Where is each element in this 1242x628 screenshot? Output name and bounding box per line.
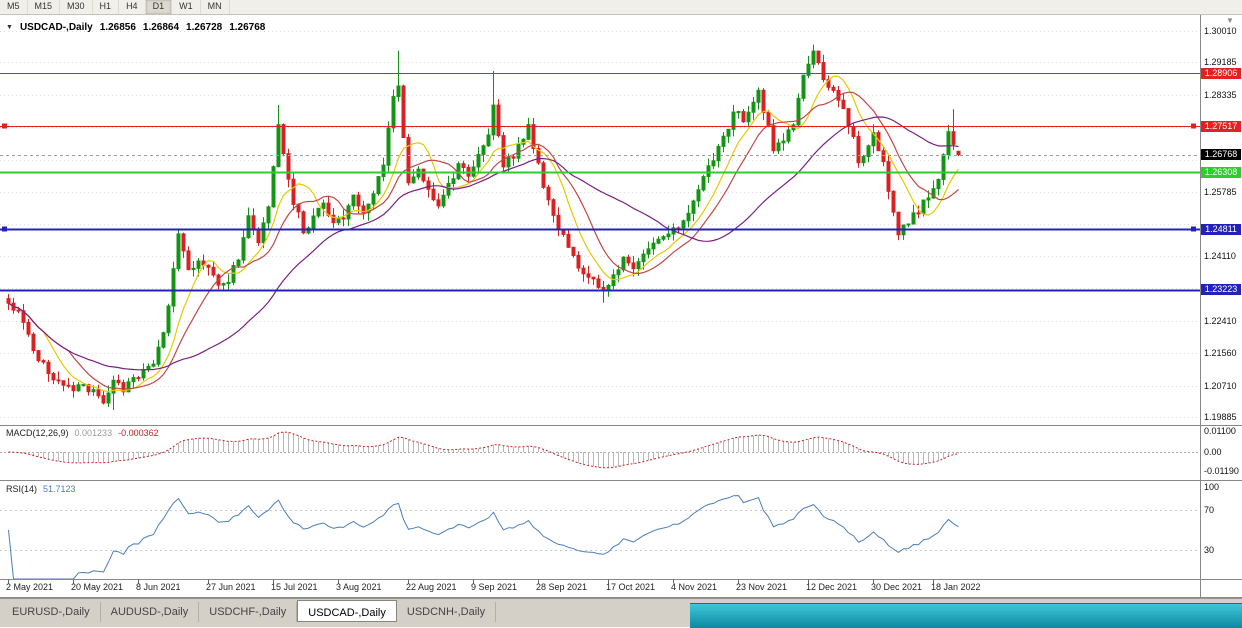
tab-eurusd-daily[interactable]: EURUSD-,Daily: [2, 602, 101, 622]
hline-1.24811[interactable]: [0, 226, 1200, 232]
macd-value-signal: -0.000362: [118, 428, 159, 438]
timeframe-button-m30[interactable]: M30: [60, 0, 93, 14]
ohlc-high: 1.26864: [142, 22, 180, 33]
chart-tab-bar: EURUSD-,Daily AUDUSD-,Daily USDCHF-,Dail…: [0, 598, 1242, 628]
macd-name: MACD(12,26,9): [6, 428, 69, 438]
macd-value-main: 0.001233: [74, 428, 113, 438]
tab-usdcad-daily[interactable]: USDCAD-,Daily: [297, 600, 397, 622]
timeframe-button-h1[interactable]: H1: [93, 0, 120, 14]
rsi-value: 51.7123: [43, 484, 76, 494]
macd-line: [8, 431, 959, 469]
rsi-label: RSI(14) 51.7123: [6, 484, 76, 494]
ohlc-open: 1.26856: [99, 22, 136, 33]
ohlc-close: 1.26768: [229, 22, 266, 33]
timeframe-button-d1[interactable]: D1: [145, 0, 173, 14]
rsi-line: [8, 495, 959, 580]
timeframe-button-w1[interactable]: W1: [172, 0, 201, 14]
scale-arrow-icon[interactable]: ▼: [1226, 16, 1234, 25]
ma-line-8: [8, 75, 959, 393]
macd-label: MACD(12,26,9) 0.001233 -0.000362: [6, 428, 159, 438]
chart-title: ▼ USDCAD-,Daily 1.26856 1.26864 1.26728 …: [6, 22, 265, 33]
timeframe-button-m15[interactable]: M15: [28, 0, 61, 14]
candles: [6, 44, 961, 410]
tab-usdchf-daily[interactable]: USDCHF-,Daily: [199, 602, 298, 622]
ma-line-34: [8, 116, 959, 371]
taskbar-strip: [690, 603, 1242, 628]
timeframe-button-h4[interactable]: H4: [119, 0, 146, 14]
chart-symbol: USDCAD-,Daily: [19, 22, 93, 33]
ma-line-13: [8, 91, 959, 390]
macd-histogram: [13, 432, 959, 468]
tab-usdcnh-daily[interactable]: USDCNH-,Daily: [397, 602, 497, 622]
tab-audusd-daily[interactable]: AUDUSD-,Daily: [101, 602, 200, 622]
timeframe-button-mn[interactable]: MN: [201, 0, 230, 14]
date-ticks: [8, 579, 934, 584]
timeframe-toolbar: M5 M15 M30 H1 H4 D1 W1 MN: [0, 0, 1242, 15]
rsi-name: RSI(14): [6, 484, 38, 494]
timeframe-button-m5[interactable]: M5: [0, 0, 28, 14]
hline-1.27517[interactable]: [0, 123, 1200, 129]
ohlc-low: 1.26728: [186, 22, 223, 33]
chart-tabs: EURUSD-,Daily AUDUSD-,Daily USDCHF-,Dail…: [2, 600, 497, 622]
chevron-down-icon[interactable]: ▼: [6, 24, 13, 31]
